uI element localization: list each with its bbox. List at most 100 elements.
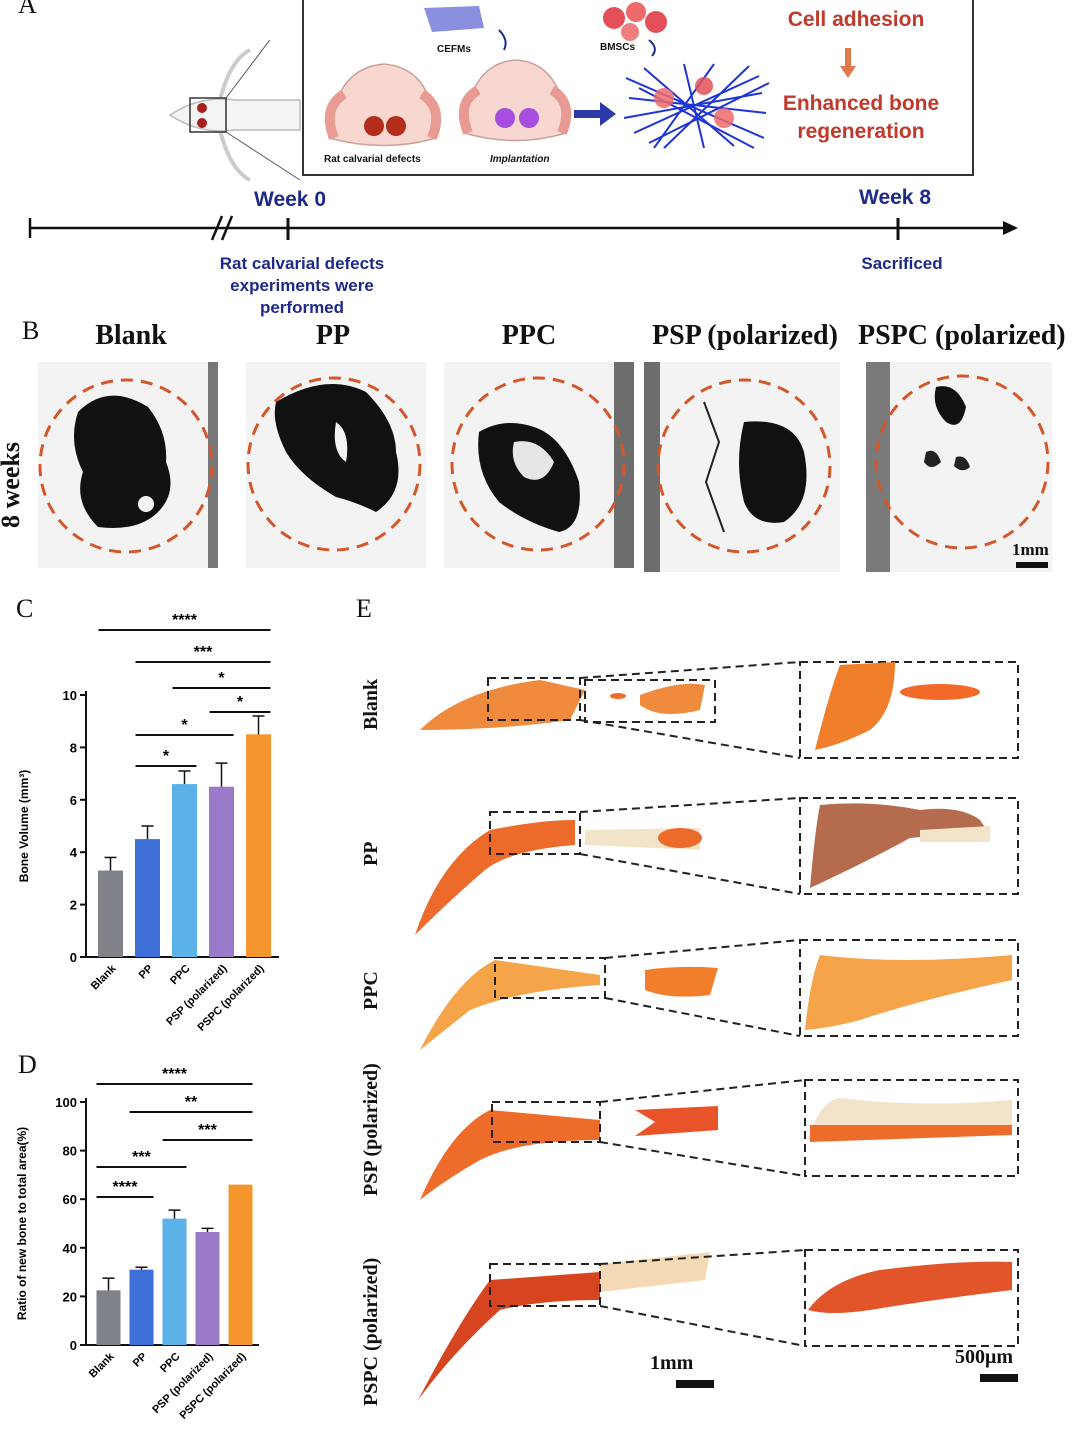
y-axis-label: Ratio of new bone to total area(%) <box>15 1127 29 1320</box>
cefms-label: CEFMs <box>437 44 471 55</box>
y-tick-label: 80 <box>63 1144 77 1159</box>
y-tick-label: 100 <box>55 1095 77 1110</box>
microct-scan-psp <box>644 362 840 572</box>
panel-label-a: A <box>18 0 37 19</box>
schematic-graphics <box>324 2 856 149</box>
outcome-line-2: regeneration <box>797 120 925 143</box>
histology-scalebar-low <box>676 1380 714 1388</box>
y-tick-label: 0 <box>70 1338 77 1353</box>
x-tick-label: PP <box>137 963 156 982</box>
microct-col-blank: Blank <box>95 320 167 351</box>
rat-top-view-illustration <box>168 40 301 182</box>
x-tick-label: PSPC (polarized) <box>195 962 266 1033</box>
bar-4 <box>228 1184 253 1345</box>
y-tick-label: 40 <box>63 1241 77 1256</box>
chart-new-bone-ratio: 0 20 40 60 80 100 Ratio of new bone to total a… <box>15 1066 259 1422</box>
x-tick-label: PP <box>131 1351 150 1370</box>
bar-2 <box>172 784 197 957</box>
microct-col-ppc: PPC <box>501 320 557 351</box>
bar-2 <box>162 1218 187 1345</box>
significance-stars: * <box>181 717 188 734</box>
outcome-cell-adhesion: Cell adhesion <box>787 8 925 31</box>
significance-stars: * <box>163 748 170 765</box>
timeline-axis <box>28 215 1018 241</box>
bar-1 <box>129 1269 154 1345</box>
y-tick-label: 6 <box>70 793 77 808</box>
process-arrow-icon <box>574 102 616 126</box>
x-tick-label: Blank <box>89 962 119 992</box>
histology-row-psp: PSP (polarized) <box>360 1063 382 1196</box>
y-tick-label: 20 <box>63 1289 77 1304</box>
schematic-box: CEFMs BMSCs Rat calvarial defects Implan… <box>302 0 974 176</box>
histology-sections <box>415 661 1019 1400</box>
x-tick-label: PPC <box>168 963 193 988</box>
significance-stars: *** <box>198 1122 217 1139</box>
bar-0 <box>96 1290 121 1345</box>
significance-stars: * <box>237 694 244 711</box>
x-tick-label: PPC <box>158 1351 183 1376</box>
panel-label-c: C <box>16 594 34 623</box>
significance-stars: ** <box>185 1094 198 1111</box>
microct-col-pp: PP <box>315 320 351 351</box>
y-tick-label: 8 <box>70 740 77 755</box>
timeline-start-note-1: Rat calvarial defects <box>219 254 385 273</box>
timeline-week0: Week 0 <box>254 188 326 211</box>
defect-label: Rat calvarial defects <box>324 154 421 165</box>
histology-row-pp: PP <box>360 841 382 866</box>
y-tick-label: 10 <box>63 688 77 703</box>
histology-section-pp <box>415 797 1019 935</box>
fiber-mesh-icon <box>623 63 770 149</box>
significance-stars: * <box>218 670 225 687</box>
significance-stars: *** <box>194 644 213 661</box>
timeline-end-note: Sacrificed <box>861 254 943 273</box>
microct-scalebar <box>1016 562 1048 568</box>
histology-scale-high-label: 500μm <box>955 1346 1013 1368</box>
skull-implant-icon <box>458 59 572 142</box>
panel-label-e: E <box>356 594 372 623</box>
y-tick-label: 60 <box>63 1192 77 1207</box>
histology-row-blank: Blank <box>360 678 382 730</box>
significance-stars: **** <box>162 1066 188 1083</box>
histology-row-pspc: PSPC (polarized) <box>360 1257 382 1406</box>
significance-stars: *** <box>132 1149 151 1166</box>
histology-section-psp <box>420 1079 1019 1200</box>
bar-1 <box>135 839 160 957</box>
histology-scalebar-high <box>980 1374 1018 1382</box>
microct-scan-ppc <box>444 362 634 568</box>
microct-row-label: 8 weeks <box>0 442 25 528</box>
microct-scale-label: 1mm <box>1012 540 1049 559</box>
histology-section-pspc <box>418 1249 1019 1400</box>
outcome-arrow-icon <box>840 66 856 78</box>
panel-label-b: B <box>22 316 40 345</box>
bar-3 <box>195 1232 220 1345</box>
microct-col-psp: PSP (polarized) <box>652 320 838 351</box>
histology-scale-low-label: 1mm <box>650 1352 694 1374</box>
bar-0 <box>98 870 123 957</box>
panel-label-d: D <box>18 1050 37 1079</box>
bmscs-label: BMSCs <box>600 42 636 53</box>
y-tick-label: 2 <box>70 898 77 913</box>
y-axis-label: Bone Volume (mm³) <box>17 770 31 882</box>
histology-row-ppc: PPC <box>360 971 382 1010</box>
x-tick-label: Blank <box>87 1350 117 1380</box>
bar-3 <box>209 786 234 957</box>
cefm-membrane-icon <box>424 6 484 32</box>
significance-stars: **** <box>172 612 198 629</box>
microct-scan-pspc <box>866 362 1052 572</box>
outcome-line-1: Enhanced bone <box>782 92 940 115</box>
y-tick-label: 0 <box>70 950 77 965</box>
histology-section-blank <box>420 661 1019 759</box>
histology-section-ppc <box>420 939 1019 1050</box>
bmsc-cells-icon <box>603 2 667 41</box>
x-tick-label: PSP (polarized) <box>150 1350 216 1416</box>
microct-col-pspc: PSPC (polarized) <box>858 320 1066 351</box>
microct-scan-pp <box>246 362 426 568</box>
implant-label: Implantation <box>490 154 550 165</box>
y-tick-label: 4 <box>70 845 78 860</box>
significance-stars: **** <box>113 1179 139 1196</box>
bar-4 <box>246 734 271 957</box>
timeline-week8: Week 8 <box>859 186 931 209</box>
skull-defects-icon <box>324 63 442 147</box>
timeline-start-note-2: experiments were <box>230 276 374 295</box>
